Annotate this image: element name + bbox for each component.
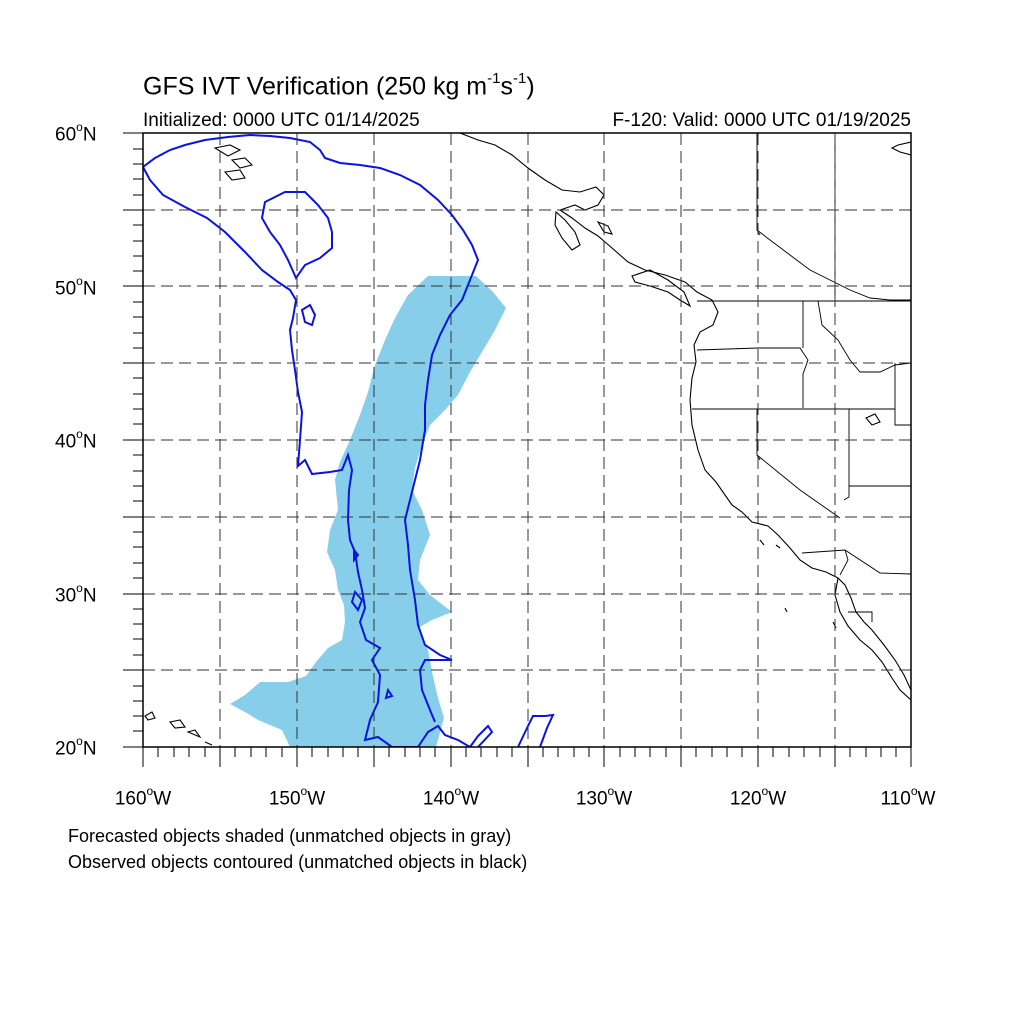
lon-label-110: 110oW xyxy=(880,784,936,810)
legend-forecast-note: Forecasted objects shaded (unmatched obj… xyxy=(68,826,512,846)
lon-label-150: 150oW xyxy=(268,784,326,810)
lat-label-50: 50oN xyxy=(55,274,97,300)
lat-label-30: 30oN xyxy=(55,581,97,607)
lon-label-160: 160oW xyxy=(114,784,172,810)
observed-ivt-contour-north xyxy=(260,191,333,281)
axis-ticks xyxy=(123,132,912,767)
forecast-ivt-object xyxy=(230,276,506,747)
map-title: GFS IVT Verification (250 kg m-1s-1) xyxy=(143,70,535,101)
lat-label-60: 60oN xyxy=(55,120,97,146)
legend-observed-note: Observed objects contoured (unmatched ob… xyxy=(68,852,528,872)
initialized-time: Initialized: 0000 UTC 01/14/2025 xyxy=(143,110,420,131)
state-borders xyxy=(692,133,911,622)
observed-ivt-contour xyxy=(143,133,555,747)
lon-label-140: 140oW xyxy=(422,784,480,810)
lon-label-120: 120oW xyxy=(729,784,787,810)
gridlines xyxy=(143,133,911,747)
valid-time: F-120: Valid: 0000 UTC 01/19/2025 xyxy=(612,110,911,131)
lat-label-40: 40oN xyxy=(55,427,97,453)
observed-ivt-contour-small xyxy=(300,303,394,700)
lat-label-20: 20oN xyxy=(55,734,97,760)
lon-label-130: 130oW xyxy=(575,784,633,810)
